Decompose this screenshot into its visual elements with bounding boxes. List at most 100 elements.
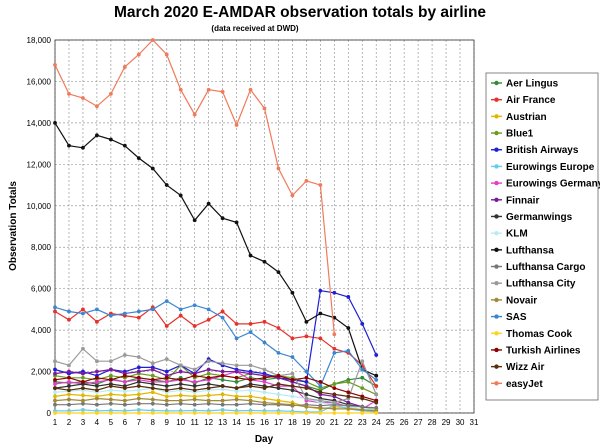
data-point <box>374 392 379 397</box>
x-tick-label: 24 <box>372 418 381 427</box>
legend: Aer Lingus Air France Austrian Blue1 British… <box>485 72 600 401</box>
data-point <box>332 332 337 337</box>
data-point <box>178 411 183 415</box>
x-tick-label: 26 <box>400 418 409 427</box>
data-point <box>192 411 197 415</box>
data-point <box>136 309 141 314</box>
series-british-airways <box>53 288 379 384</box>
legend-swatch-marker <box>494 381 499 386</box>
data-point <box>67 309 71 314</box>
data-point <box>318 384 323 388</box>
data-point <box>122 398 127 403</box>
data-point <box>290 394 295 399</box>
series-line <box>54 397 377 412</box>
legend-entry: Eurowings Germany <box>506 179 600 190</box>
data-point <box>360 359 365 364</box>
data-point <box>262 380 267 384</box>
data-point <box>206 201 211 206</box>
data-point <box>136 156 141 161</box>
data-point <box>95 396 99 401</box>
data-point <box>108 313 113 318</box>
data-point <box>220 392 225 397</box>
data-point <box>53 371 57 376</box>
data-point <box>192 373 197 378</box>
data-point <box>346 403 351 408</box>
x-tick-label: 20 <box>316 418 325 427</box>
data-point <box>374 373 379 378</box>
legend-swatch-marker <box>494 331 499 336</box>
data-point <box>108 384 113 388</box>
legend-entry: Austrian <box>506 112 547 123</box>
data-point <box>108 397 113 402</box>
y-axis-label: Observation Totals <box>8 181 19 271</box>
data-point <box>122 386 127 391</box>
data-point <box>122 143 127 148</box>
data-point <box>276 351 281 355</box>
data-point <box>220 398 225 403</box>
data-point <box>318 405 323 410</box>
x-tick-label: 2 <box>67 418 72 427</box>
legend-swatch-marker <box>494 230 499 236</box>
legend-entry: British Airways <box>506 145 579 156</box>
x-tick-label: 8 <box>151 418 156 427</box>
data-point <box>67 380 71 384</box>
data-point <box>164 402 169 407</box>
data-point <box>122 353 127 357</box>
data-point <box>332 351 337 355</box>
data-point <box>220 387 225 392</box>
data-point <box>192 380 197 384</box>
data-point <box>122 380 127 384</box>
data-point <box>318 411 323 415</box>
data-point <box>234 394 239 399</box>
data-point <box>206 307 211 312</box>
data-point <box>276 386 281 391</box>
data-point <box>67 317 71 322</box>
data-point <box>304 404 309 409</box>
x-tick-label: 27 <box>414 418 423 427</box>
data-point <box>150 390 155 395</box>
legend-swatch-marker <box>494 347 499 353</box>
data-point <box>150 361 155 366</box>
data-point <box>122 373 127 378</box>
data-point <box>192 367 197 372</box>
data-point <box>304 179 309 183</box>
data-point <box>234 386 239 391</box>
data-point <box>304 375 309 380</box>
data-point <box>53 382 57 386</box>
y-tick-label: 10,000 <box>27 202 52 211</box>
data-point <box>150 307 155 312</box>
data-point <box>122 311 127 316</box>
data-point <box>108 377 113 382</box>
legend-swatch-marker <box>494 130 499 136</box>
x-tick-label: 22 <box>344 418 353 427</box>
data-point <box>178 307 183 312</box>
legend-entry: Lufthansa Cargo <box>506 262 585 273</box>
data-point <box>95 104 99 109</box>
data-point <box>122 402 127 407</box>
x-tick-label: 28 <box>428 418 437 427</box>
y-tick-label: 18,000 <box>27 36 52 45</box>
data-point <box>206 359 211 364</box>
series-line <box>54 122 377 377</box>
legend-entry: Aer Lingus <box>506 79 559 90</box>
data-point <box>290 290 295 295</box>
data-point <box>150 38 155 42</box>
data-point <box>360 396 365 401</box>
data-point <box>136 355 141 359</box>
data-point <box>220 377 225 382</box>
data-point <box>276 401 281 406</box>
data-point <box>290 355 295 359</box>
data-point <box>248 388 253 393</box>
x-tick-label: 4 <box>95 418 100 427</box>
data-point <box>53 120 57 125</box>
data-point <box>234 389 239 394</box>
y-axis-ticks: 0 2,000 4,000 6,000 8,000 10,000 12,000 14,000 1… <box>27 36 52 418</box>
data-point <box>234 397 239 402</box>
data-point <box>234 123 239 127</box>
data-point <box>374 400 379 405</box>
series-turkish-airlines <box>53 373 379 403</box>
x-tick-label: 31 <box>470 418 479 427</box>
data-point <box>318 398 323 403</box>
data-point <box>192 394 197 399</box>
data-point <box>81 401 85 406</box>
